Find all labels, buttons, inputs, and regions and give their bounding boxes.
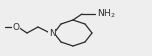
Text: NH$_2$: NH$_2$ bbox=[97, 8, 116, 20]
Text: O: O bbox=[12, 23, 19, 31]
Text: N: N bbox=[49, 29, 55, 38]
